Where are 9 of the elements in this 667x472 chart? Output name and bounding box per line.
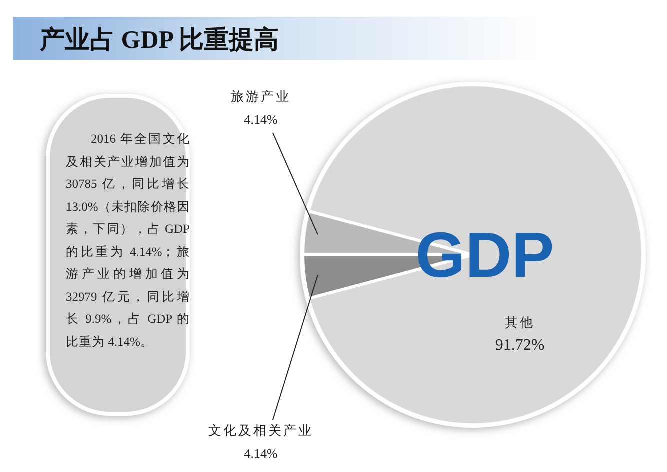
data-label: 91.72% — [495, 337, 545, 354]
data-label: 4.14% — [244, 112, 278, 127]
data-label: 4.14% — [244, 446, 278, 461]
text: 2016 年全国文化及相关产业增加值为 30785 亿，同比增长 13.0%（未扣除价格因素，下同），占 GDP 的比重为 4.14%；旅游产业的增加值为 32979 亿元，同比增长 9.9%，占 GDP 的比重为 4.14%。 — [66, 132, 190, 348]
text: GDP — [416, 219, 554, 291]
slice-label: 旅游产业 — [231, 89, 291, 104]
chart-title: 产业占 GDP 比重提高 — [39, 26, 279, 54]
slice-label: 其他 — [505, 315, 535, 330]
slice-label: 文化及相关产业 — [208, 423, 314, 438]
